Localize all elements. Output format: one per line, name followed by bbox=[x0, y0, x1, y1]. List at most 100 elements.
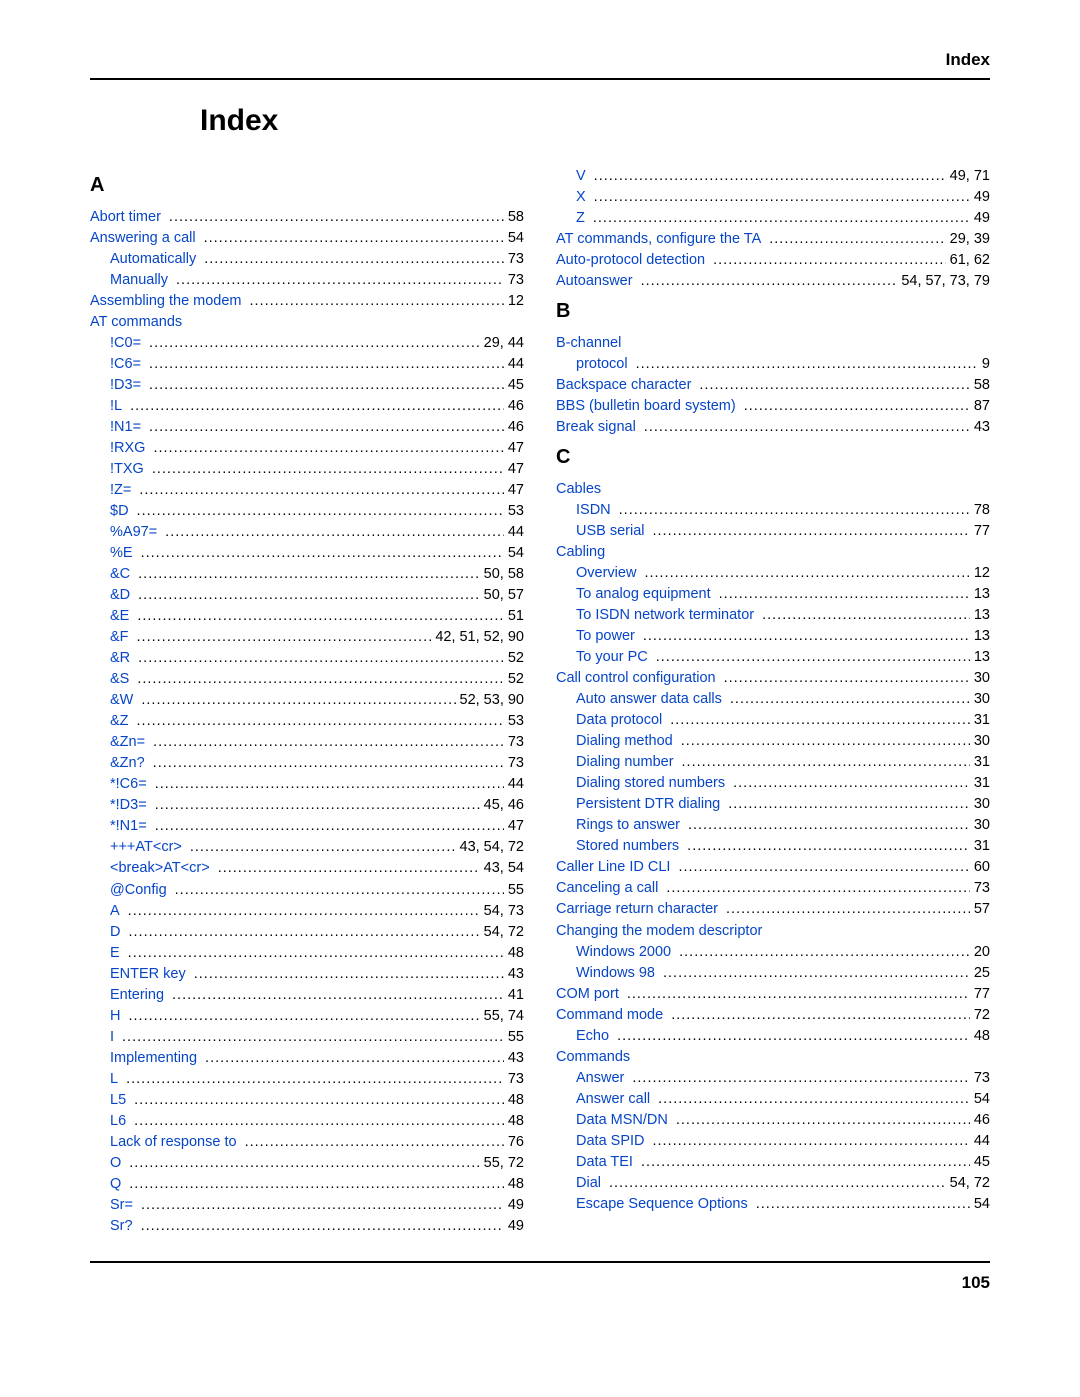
entry-label[interactable]: &E bbox=[110, 606, 129, 627]
entry-label[interactable]: Manually bbox=[110, 270, 168, 291]
entry-label[interactable]: !Z= bbox=[110, 480, 131, 501]
entry-label[interactable]: ISDN bbox=[576, 500, 611, 521]
entry-label[interactable]: Windows 98 bbox=[576, 963, 655, 984]
entry-label[interactable]: <break>AT<cr> bbox=[110, 858, 210, 879]
entry-label[interactable]: Data TEI bbox=[576, 1152, 633, 1173]
entry-label[interactable]: Cables bbox=[556, 479, 601, 500]
index-entry: I55 bbox=[110, 1027, 524, 1048]
entry-label[interactable]: H bbox=[110, 1006, 120, 1027]
entry-label[interactable]: protocol bbox=[576, 354, 628, 375]
entry-label[interactable]: Echo bbox=[576, 1026, 609, 1047]
entry-label[interactable]: Cabling bbox=[556, 542, 605, 563]
entry-label[interactable]: AT commands, configure the TA bbox=[556, 229, 761, 250]
entry-label[interactable]: B-channel bbox=[556, 333, 621, 354]
entry-label[interactable]: Q bbox=[110, 1174, 121, 1195]
entry-label[interactable]: Stored numbers bbox=[576, 836, 679, 857]
entry-label[interactable]: Auto answer data calls bbox=[576, 689, 722, 710]
entry-label[interactable]: Answer bbox=[576, 1068, 624, 1089]
entry-label[interactable]: Dialing stored numbers bbox=[576, 773, 725, 794]
entry-label[interactable]: @Config bbox=[110, 880, 167, 901]
entry-label[interactable]: &Z bbox=[110, 711, 129, 732]
entry-label[interactable]: &F bbox=[110, 627, 129, 648]
entry-label[interactable]: Sr= bbox=[110, 1195, 133, 1216]
entry-label[interactable]: Data protocol bbox=[576, 710, 662, 731]
entry-label[interactable]: &Zn? bbox=[110, 753, 145, 774]
entry-label[interactable]: Command mode bbox=[556, 1005, 663, 1026]
entry-label[interactable]: Implementing bbox=[110, 1048, 197, 1069]
entry-label[interactable]: Dial bbox=[576, 1173, 601, 1194]
entry-label[interactable]: X bbox=[576, 187, 586, 208]
entry-label[interactable]: !C6= bbox=[110, 354, 141, 375]
entry-label[interactable]: Call control configuration bbox=[556, 668, 716, 689]
entry-label[interactable]: To power bbox=[576, 626, 635, 647]
entry-label[interactable]: Caller Line ID CLI bbox=[556, 857, 670, 878]
entry-label[interactable]: %E bbox=[110, 543, 133, 564]
entry-label[interactable]: Rings to answer bbox=[576, 815, 680, 836]
entry-label[interactable]: Break signal bbox=[556, 417, 636, 438]
index-entry: Backspace character58 bbox=[556, 375, 990, 396]
entry-label[interactable]: !C0= bbox=[110, 333, 141, 354]
entry-label[interactable]: *!D3= bbox=[110, 795, 147, 816]
entry-label[interactable]: Answering a call bbox=[90, 228, 196, 249]
entry-label[interactable]: D bbox=[110, 922, 120, 943]
entry-label[interactable]: &R bbox=[110, 648, 130, 669]
entry-label[interactable]: L bbox=[110, 1069, 118, 1090]
entry-label[interactable]: Automatically bbox=[110, 249, 196, 270]
entry-label[interactable]: V bbox=[576, 166, 586, 187]
entry-label[interactable]: Dialing number bbox=[576, 752, 674, 773]
entry-label[interactable]: To your PC bbox=[576, 647, 648, 668]
entry-label[interactable]: Canceling a call bbox=[556, 878, 658, 899]
entry-label[interactable]: Entering bbox=[110, 985, 164, 1006]
entry-label[interactable]: I bbox=[110, 1027, 114, 1048]
entry-label[interactable]: *!N1= bbox=[110, 816, 147, 837]
entry-label[interactable]: L6 bbox=[110, 1111, 126, 1132]
entry-label[interactable]: &S bbox=[110, 669, 129, 690]
entry-label[interactable]: USB serial bbox=[576, 521, 645, 542]
entry-label[interactable]: Persistent DTR dialing bbox=[576, 794, 720, 815]
leader-dots bbox=[169, 207, 504, 228]
entry-label[interactable]: Dialing method bbox=[576, 731, 673, 752]
entry-label[interactable]: O bbox=[110, 1153, 121, 1174]
entry-label[interactable]: Windows 2000 bbox=[576, 942, 671, 963]
entry-label[interactable]: +++AT<cr> bbox=[110, 837, 182, 858]
entry-label[interactable]: %A97= bbox=[110, 522, 157, 543]
entry-label[interactable]: Data SPID bbox=[576, 1131, 645, 1152]
entry-label[interactable]: Commands bbox=[556, 1047, 630, 1068]
entry-label[interactable]: Backspace character bbox=[556, 375, 691, 396]
entry-label[interactable]: !N1= bbox=[110, 417, 141, 438]
entry-label[interactable]: !D3= bbox=[110, 375, 141, 396]
entry-label[interactable]: *!C6= bbox=[110, 774, 147, 795]
entry-label[interactable]: Sr? bbox=[110, 1216, 133, 1237]
entry-label[interactable]: &W bbox=[110, 690, 133, 711]
entry-label[interactable]: Autoanswer bbox=[556, 271, 633, 292]
entry-label[interactable]: BBS (bulletin board system) bbox=[556, 396, 736, 417]
entry-label[interactable]: Overview bbox=[576, 563, 636, 584]
entry-label[interactable]: To analog equipment bbox=[576, 584, 711, 605]
entry-label[interactable]: &Zn= bbox=[110, 732, 145, 753]
entry-label[interactable]: Answer call bbox=[576, 1089, 650, 1110]
entry-label[interactable]: Carriage return character bbox=[556, 899, 718, 920]
entry-label[interactable]: L5 bbox=[110, 1090, 126, 1111]
entry-label[interactable]: Escape Sequence Options bbox=[576, 1194, 748, 1215]
entry-label[interactable]: Changing the modem descriptor bbox=[556, 921, 762, 942]
entry-label[interactable]: !RXG bbox=[110, 438, 145, 459]
entry-label[interactable]: Assembling the modem bbox=[90, 291, 242, 312]
entry-label[interactable]: &C bbox=[110, 564, 130, 585]
entry-label[interactable]: !TXG bbox=[110, 459, 144, 480]
entry-label[interactable]: Data MSN/DN bbox=[576, 1110, 668, 1131]
entry-label[interactable]: Auto-protocol detection bbox=[556, 250, 705, 271]
entry-label[interactable]: Lack of response to bbox=[110, 1132, 237, 1153]
entry-label[interactable]: $D bbox=[110, 501, 129, 522]
entry-label[interactable]: COM port bbox=[556, 984, 619, 1005]
entry-label[interactable]: AT commands bbox=[90, 312, 182, 333]
entry-label[interactable]: To ISDN network terminator bbox=[576, 605, 754, 626]
entry-label[interactable]: ENTER key bbox=[110, 964, 186, 985]
entry-label[interactable]: &D bbox=[110, 585, 130, 606]
entry-label[interactable]: !L bbox=[110, 396, 122, 417]
entry-label[interactable]: Abort timer bbox=[90, 207, 161, 228]
index-entry: Manually73 bbox=[110, 270, 524, 291]
entry-label[interactable]: E bbox=[110, 943, 120, 964]
entry-label[interactable]: Z bbox=[576, 208, 585, 229]
leader-dots bbox=[730, 689, 970, 710]
entry-label[interactable]: A bbox=[110, 901, 120, 922]
